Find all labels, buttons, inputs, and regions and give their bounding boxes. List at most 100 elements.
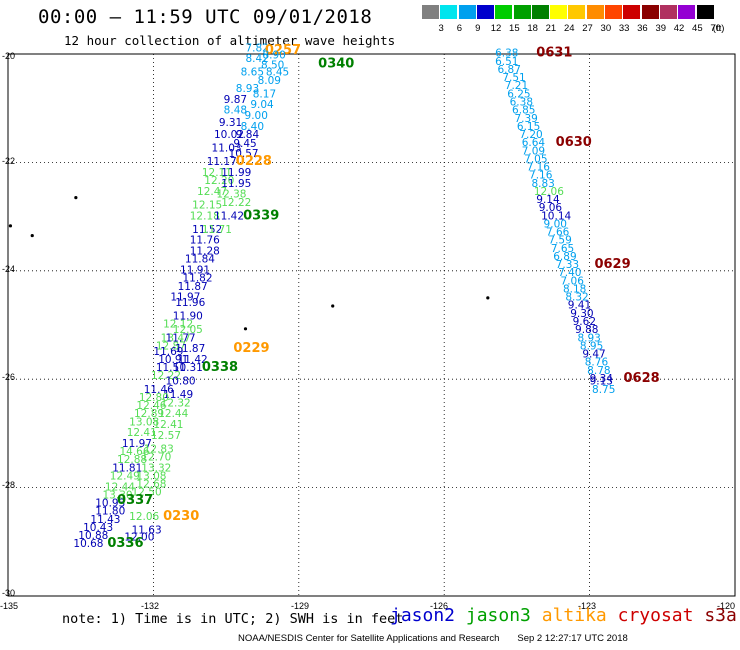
lat-label: -24 [2, 264, 16, 274]
island-marker [30, 233, 34, 238]
wave-height-label: 8.83 [531, 178, 554, 190]
wave-height-label: 12.41 [127, 427, 157, 439]
wave-height-label: 6.89 [553, 251, 576, 263]
wave-height-label: 12.44 [105, 481, 135, 493]
color-swatch [440, 5, 458, 19]
lat-label: -20 [2, 51, 16, 61]
wave-height-label: 9.87 [224, 94, 247, 106]
color-swatch [605, 5, 622, 19]
color-swatch [678, 5, 696, 19]
wave-height-label: 9.04 [250, 99, 274, 111]
wave-height-label: 7.20 [519, 129, 542, 141]
wave-height-label: 11.99 [221, 167, 251, 179]
wave-height-label: 13.30 [103, 489, 133, 501]
wave-height-label: 11.03 [212, 143, 242, 155]
color-scale-label: 30 [600, 23, 612, 34]
wave-height-label: 11.97 [170, 292, 200, 304]
wave-height-label: 6.85 [512, 105, 535, 117]
lon-label: -135 [0, 601, 19, 611]
wave-height-label: 10.68 [73, 538, 103, 550]
map-subtitle: 12 hour collection of altimeter wave hei… [64, 33, 396, 48]
color-scale-label: 42 [673, 23, 685, 34]
legend-cryosat: cryosat [617, 605, 694, 626]
wave-height-label: 8.17 [253, 88, 276, 100]
wave-height-label: 11.91 [180, 265, 210, 277]
wave-height-label: 14.66 [119, 446, 149, 458]
wave-height-label: 7.06 [561, 275, 585, 287]
wave-height-label: 9.88 [575, 324, 598, 336]
wave-height-label: 12.50 [132, 487, 162, 499]
units-note: note: 1) Time is in UTC; 2) SWH is in fe… [62, 611, 404, 627]
lat-label: -28 [2, 480, 16, 490]
wave-height-label: 11.51 [156, 362, 186, 374]
wave-height-label: 6.15 [517, 121, 540, 133]
wave-height-label: 11.52 [192, 224, 222, 236]
wave-height-label: 9.45 [233, 138, 256, 150]
color-swatch [696, 5, 714, 19]
wave-height-label: 8.93 [577, 332, 600, 344]
legend-jason3: jason3 [465, 605, 531, 626]
wave-height-label: 9.14 [536, 194, 560, 206]
wave-height-label: 11.69 [153, 346, 183, 358]
color-scale-label: 36 [637, 23, 648, 34]
color-scale-label: 33 [618, 23, 630, 34]
wave-height-label: 8.48 [224, 105, 247, 117]
island-marker [74, 196, 78, 200]
wave-height-label: 8.78 [587, 365, 610, 377]
wave-height-label: 7.16 [527, 162, 551, 174]
wave-height-label: 9.41 [568, 300, 591, 312]
wave-height-label: 7.16 [529, 170, 553, 182]
satellite-legend: jason2 jason3 altika cryosat s3a [390, 605, 737, 626]
color-swatch [586, 5, 604, 19]
lon-label: -120 [717, 601, 736, 611]
wave-height-label: 9.13 [590, 376, 613, 388]
wave-height-label: 12.15 [192, 199, 222, 211]
footer: NOAA/NESDIS Center for Satellite Applica… [238, 633, 628, 644]
color-scale-label: 70 [710, 23, 721, 34]
color-swatch [458, 5, 476, 19]
pass-time-label: 0337 [117, 493, 153, 508]
wave-height-label: 12.89 [134, 408, 164, 420]
wave-height-label: 12.38 [216, 189, 246, 201]
wave-height-label: 13.08 [136, 470, 166, 482]
generated-datetime: Sep 2 12:27:17 UTC 2018 [517, 633, 628, 644]
wave-height-label: 11.81 [112, 462, 142, 474]
pass-time-label: 0629 [594, 257, 630, 272]
island-marker [243, 327, 248, 331]
color-scale-label: 9 [475, 23, 481, 34]
color-swatch [476, 5, 494, 19]
color-scale-label: 6 [456, 23, 463, 34]
pass-time-label: 0631 [536, 46, 572, 61]
color-swatch [513, 5, 531, 19]
wave-height-label: 11.17 [207, 156, 237, 168]
wave-height-label: 7.82 [245, 42, 268, 54]
wave-height-label: 12.06 [129, 511, 159, 523]
wave-height-label: 11.95 [221, 178, 251, 190]
wave-height-label: 7.40 [558, 267, 581, 279]
wave-height-label: 8.18 [563, 283, 586, 295]
wave-height-label: 10.31 [173, 362, 203, 374]
wave-height-label: 12.70 [141, 452, 171, 464]
wave-height-label: 6.87 [498, 64, 521, 76]
wave-height-label: 6.38 [510, 96, 533, 108]
wave-height-label: 12.44 [158, 408, 188, 420]
wave-height-label: 8.42 [245, 53, 268, 65]
wave-height-label: 9.47 [582, 349, 605, 361]
wave-height-label: 10.80 [166, 376, 196, 388]
island-marker [331, 304, 335, 308]
island-marker [486, 296, 490, 300]
wave-height-label: 12.46 [136, 400, 166, 412]
wave-height-label: 12.20 [204, 175, 234, 187]
wave-height-label: 11.77 [166, 332, 196, 344]
legend-jason2: jason2 [390, 605, 456, 626]
wave-height-label: 9.06 [539, 202, 563, 214]
wave-height-label: 12.00 [124, 532, 154, 544]
color-swatch [568, 5, 586, 19]
wave-height-label: 8.32 [565, 292, 588, 304]
color-swatch [422, 5, 439, 19]
wave-height-label: 12.41 [153, 419, 183, 431]
wave-height-label: 9.30 [570, 308, 593, 320]
color-swatch [659, 5, 677, 19]
lon-label: -129 [291, 601, 310, 611]
wave-height-label: 11.84 [185, 254, 215, 266]
